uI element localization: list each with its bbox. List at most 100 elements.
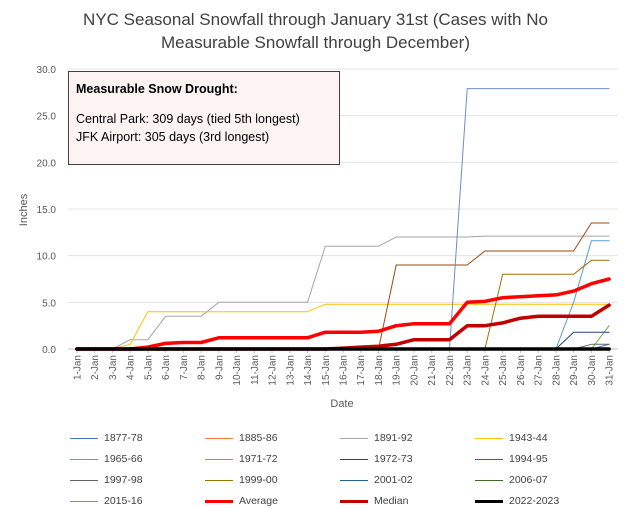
legend-item: 1994-95 bbox=[475, 452, 610, 466]
annotation-central-park: Central Park: 309 days (tied 5th longest… bbox=[76, 112, 300, 126]
legend-swatch bbox=[205, 499, 233, 503]
legend-item: 2022-2023 bbox=[475, 494, 610, 508]
y-tick-label: 5.0 bbox=[42, 298, 56, 309]
legend-label: 2006-07 bbox=[509, 474, 548, 486]
legend-item: 2006-07 bbox=[475, 473, 610, 487]
legend-label: 2022-2023 bbox=[509, 495, 560, 507]
x-tick-label: 25-Jan bbox=[498, 355, 509, 386]
legend-swatch bbox=[475, 499, 503, 503]
y-tick-label: 10.0 bbox=[37, 252, 57, 263]
x-tick-label: 8-Jan bbox=[197, 355, 208, 380]
series-lines bbox=[75, 88, 611, 351]
x-tick-label: 6-Jan bbox=[161, 355, 172, 380]
legend-label: 1972-73 bbox=[374, 453, 413, 465]
legend-swatch bbox=[475, 479, 503, 481]
x-tick-labels: 1-Jan 2-Jan 3-Jan 4-Jan 5-Jan 6-Jan 7-Jan 8-Jan… bbox=[72, 349, 616, 386]
y-tick-label: 20.0 bbox=[37, 158, 57, 169]
legend-item: 1891-92 bbox=[340, 431, 475, 445]
x-tick-label: 4-Jan bbox=[126, 355, 137, 380]
legend-label: Average bbox=[239, 495, 278, 507]
x-tick-label: 7-Jan bbox=[179, 355, 190, 380]
legend-swatch bbox=[70, 458, 98, 460]
legend-item: 1885-86 bbox=[205, 431, 340, 445]
legend-item: 1877-78 bbox=[70, 431, 205, 445]
x-axis-title: Date bbox=[330, 398, 353, 410]
legend-swatch bbox=[205, 437, 233, 439]
legend-swatch bbox=[340, 437, 368, 439]
series-line-1994-95 bbox=[76, 222, 610, 350]
x-tick-label: 19-Jan bbox=[392, 355, 403, 386]
x-tick-label: 29-Jan bbox=[569, 355, 580, 386]
legend-item: 1971-72 bbox=[205, 452, 340, 466]
x-tick-label: 30-Jan bbox=[587, 355, 598, 386]
chart-title-line-1: NYC Seasonal Snowfall through January 31… bbox=[83, 10, 548, 29]
x-tick-label: 21-Jan bbox=[427, 355, 438, 386]
x-tick-label: 27-Jan bbox=[534, 355, 545, 386]
x-tick-label: 18-Jan bbox=[374, 355, 385, 386]
legend-swatch bbox=[475, 458, 503, 460]
legend-item: 1999-00 bbox=[205, 473, 340, 487]
series-line-Average bbox=[75, 277, 611, 351]
legend-label: Median bbox=[374, 495, 409, 507]
x-tick-label: 5-Jan bbox=[143, 355, 154, 380]
x-tick-label: 17-Jan bbox=[356, 355, 367, 386]
legend-label: 1891-92 bbox=[374, 432, 413, 444]
legend-item: Median bbox=[340, 494, 475, 508]
x-tick-label: 15-Jan bbox=[321, 355, 332, 386]
x-tick-label: 2-Jan bbox=[90, 355, 101, 380]
y-tick-label: 15.0 bbox=[37, 205, 57, 216]
x-tick-label: 28-Jan bbox=[551, 355, 562, 386]
annotation-jfk: JFK Airport: 305 days (3rd longest) bbox=[76, 130, 270, 144]
legend-swatch bbox=[340, 499, 368, 503]
chart-legend: 1877-78 1885-86 1891-92 1943-44 1965-66 1971-… bbox=[70, 431, 610, 508]
legend-item: 2015-16 bbox=[70, 494, 205, 508]
legend-swatch bbox=[70, 500, 98, 502]
legend-label: 1994-95 bbox=[509, 453, 548, 465]
x-tick-label: 12-Jan bbox=[268, 355, 279, 386]
legend-swatch bbox=[70, 437, 98, 439]
legend-item: 1997-98 bbox=[70, 473, 205, 487]
y-axis-title: Inches bbox=[18, 193, 30, 226]
series-line-1943-44 bbox=[76, 303, 610, 350]
x-tick-label: 31-Jan bbox=[605, 355, 616, 386]
y-tick-label: 30.0 bbox=[37, 65, 57, 76]
x-tick-label: 14-Jan bbox=[303, 355, 314, 386]
legend-swatch bbox=[340, 458, 368, 460]
legend-swatch bbox=[205, 479, 233, 481]
y-tick-label: 0.0 bbox=[42, 345, 56, 356]
legend-swatch bbox=[475, 437, 503, 439]
legend-swatch bbox=[205, 458, 233, 460]
x-tick-label: 22-Jan bbox=[445, 355, 456, 386]
legend-item: 1965-66 bbox=[70, 452, 205, 466]
x-tick-label: 20-Jan bbox=[409, 355, 420, 386]
x-tick-label: 24-Jan bbox=[480, 355, 491, 386]
chart-title-line-2: Measurable Snowfall through December) bbox=[161, 33, 470, 52]
x-tick-label: 26-Jan bbox=[516, 355, 527, 386]
x-tick-label: 13-Jan bbox=[285, 355, 296, 386]
snow-drought-annotation: Measurable Snow Drought: Central Park: 3… bbox=[68, 71, 340, 165]
legend-item: 1943-44 bbox=[475, 431, 610, 445]
legend-item: Average bbox=[205, 494, 340, 508]
legend-swatch bbox=[340, 479, 368, 481]
x-tick-label: 11-Jan bbox=[250, 355, 261, 385]
x-tick-label: 9-Jan bbox=[214, 355, 225, 380]
legend-label: 1999-00 bbox=[239, 474, 278, 486]
legend-label: 1997-98 bbox=[104, 474, 143, 486]
legend-label: 1885-86 bbox=[239, 432, 278, 444]
legend-label: 1971-72 bbox=[239, 453, 278, 465]
x-tick-label: 23-Jan bbox=[463, 355, 474, 386]
legend-label: 2001-02 bbox=[374, 474, 413, 486]
legend-label: 1943-44 bbox=[509, 432, 548, 444]
x-tick-label: 10-Jan bbox=[232, 355, 243, 386]
legend-label: 1877-78 bbox=[104, 432, 143, 444]
x-tick-label: 16-Jan bbox=[339, 355, 350, 386]
legend-label: 1965-66 bbox=[104, 453, 143, 465]
annotation-heading: Measurable Snow Drought: bbox=[76, 82, 238, 96]
legend-label: 2015-16 bbox=[104, 495, 143, 507]
legend-swatch bbox=[70, 479, 98, 481]
legend-item: 1972-73 bbox=[340, 452, 475, 466]
x-tick-label: 1-Jan bbox=[72, 355, 83, 380]
y-tick-label: 25.0 bbox=[37, 112, 57, 123]
y-tick-labels: 0.0 5.0 10.0 15.0 20.0 25.0 30.0 bbox=[37, 65, 57, 356]
